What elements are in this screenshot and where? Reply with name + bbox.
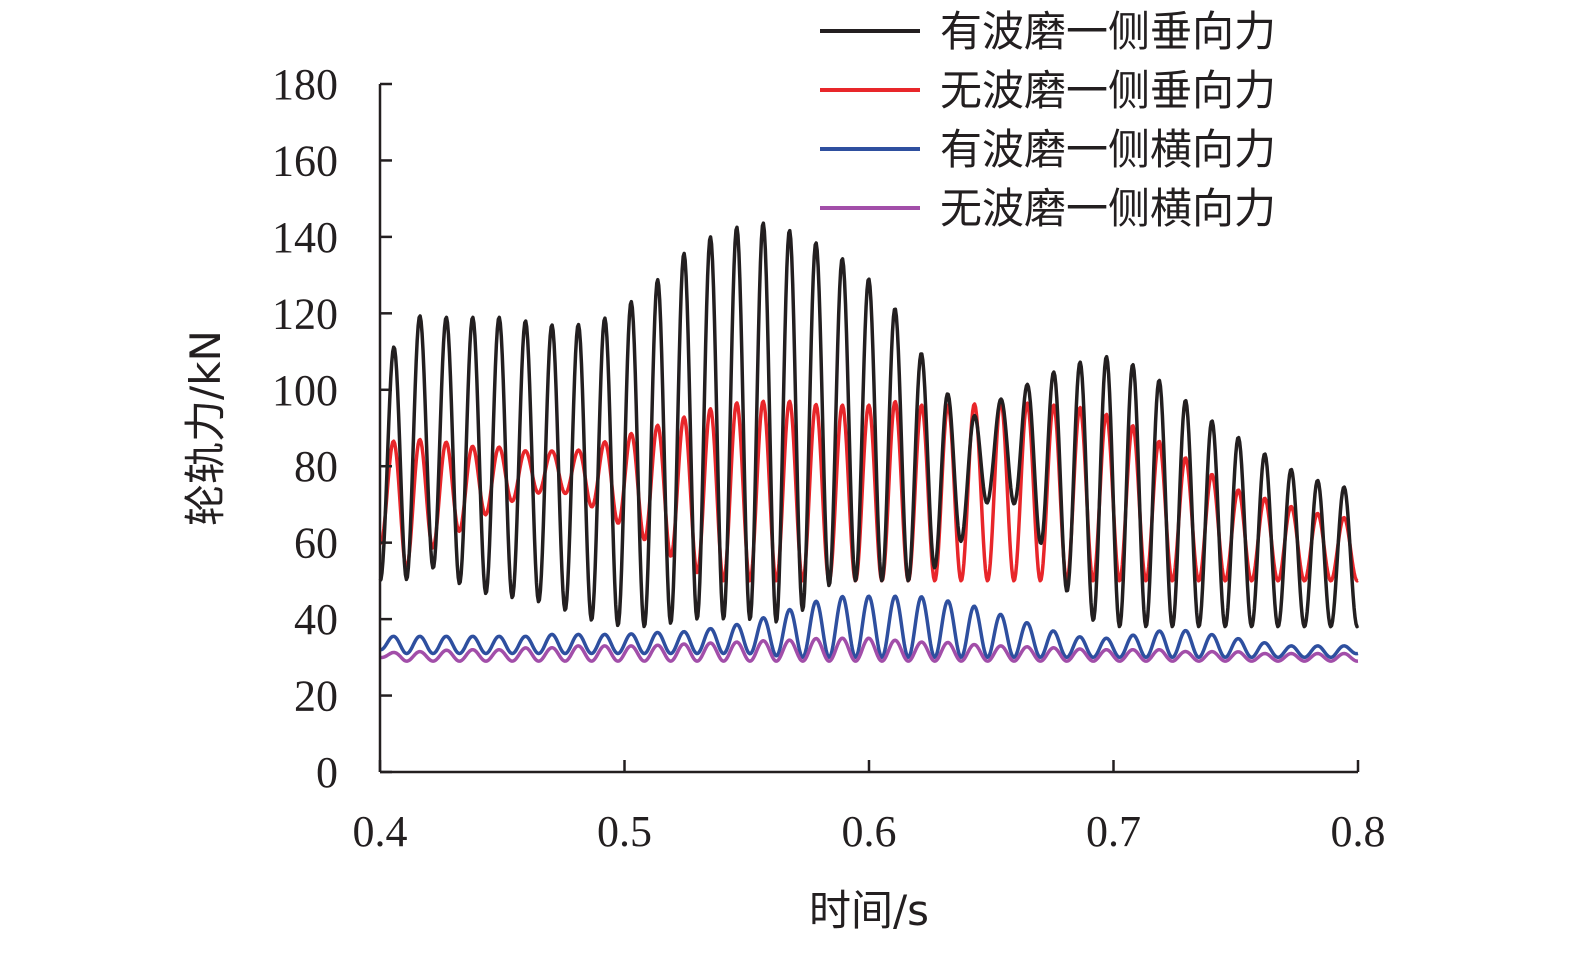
legend-label: 有波磨一侧横向力	[940, 125, 1276, 174]
x-tick-label: 0.7	[1086, 807, 1141, 856]
x-tick-label: 0.5	[597, 807, 652, 856]
y-ticks: 0 20 40 60 80 100 120 140 160 180	[272, 60, 392, 797]
y-tick-label: 120	[272, 289, 338, 338]
y-tick-label: 80	[294, 442, 338, 491]
y-tick-label: 60	[294, 519, 338, 568]
legend-label: 无波磨一侧横向力	[940, 184, 1276, 233]
plot-lines	[378, 221, 1360, 663]
y-tick-label: 100	[272, 366, 338, 415]
y-tick-label: 160	[272, 136, 338, 185]
series-line	[379, 636, 1359, 663]
x-tick-label: 0.6	[842, 807, 897, 856]
y-tick-label: 40	[294, 595, 338, 644]
x-tick-label: 0.4	[353, 807, 408, 856]
y-tick-label: 0	[316, 748, 338, 797]
y-tick-label: 140	[272, 213, 338, 262]
y-tick-label: 180	[272, 60, 338, 109]
legend-label: 有波磨一侧垂向力	[940, 7, 1276, 56]
x-axis-title: 时间/s	[809, 886, 929, 935]
x-ticks: 0.4 0.5 0.6 0.7 0.8	[353, 760, 1386, 856]
y-axis-title: 轮轨力/kN	[181, 330, 230, 526]
x-tick-label: 0.8	[1331, 807, 1386, 856]
y-tick-label: 20	[294, 672, 338, 721]
legend-label: 无波磨一侧垂向力	[940, 66, 1276, 115]
series-line	[378, 221, 1360, 629]
series-line	[379, 594, 1359, 660]
